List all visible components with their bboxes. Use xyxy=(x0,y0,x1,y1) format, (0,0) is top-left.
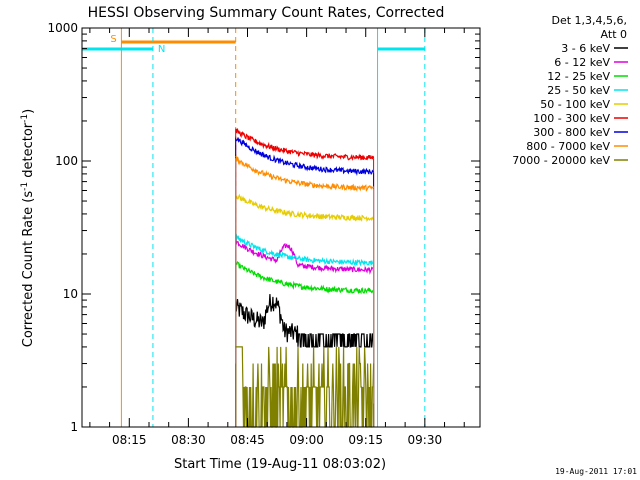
y-axis-label-end: ) xyxy=(21,109,36,114)
series-line-6-12-kev xyxy=(235,240,375,275)
series-line-300-800-kev xyxy=(235,137,374,177)
timestamp: 19-Aug-2011 17:01 xyxy=(555,467,637,476)
observing-markers: SN xyxy=(82,28,426,427)
y-axis-label-sup1: -1 xyxy=(20,182,30,191)
x-tick-label: 09:30 xyxy=(408,433,443,447)
x-tick-label: 08:30 xyxy=(171,433,206,447)
series-line-25-50-kev xyxy=(235,233,375,268)
y-axis-label-main: Corrected Count Rate (s xyxy=(21,191,36,348)
series-line-12-25-kev xyxy=(235,261,375,295)
axis-ticks xyxy=(82,27,480,428)
y-tick-label: 10 xyxy=(63,287,78,301)
plot-frame xyxy=(81,27,481,428)
x-tick-label: 09:15 xyxy=(348,433,383,447)
s-marker-label: S xyxy=(110,34,116,45)
x-tick-label: 08:15 xyxy=(112,433,147,447)
y-tick-label: 1 xyxy=(70,420,78,434)
legend-item-6-12-kev-label: 6 - 12 keV xyxy=(554,56,610,69)
series-line-800-7000-kev xyxy=(235,155,375,192)
x-axis-label: Start Time (19-Aug-11 08:03:02) xyxy=(174,457,386,472)
chart-title: HESSI Observing Summary Count Rates, Cor… xyxy=(88,5,445,21)
x-tick-label: 08:45 xyxy=(230,433,265,447)
legend-item-50-100-kev-label: 50 - 100 keV xyxy=(540,98,610,111)
legend-item-25-50-kev-label: 25 - 50 keV xyxy=(547,84,610,97)
legend-item-7000-20000-kev-label: 7000 - 20000 keV xyxy=(512,154,610,167)
y-axis-label-mid: detector xyxy=(21,122,36,182)
legend-item-800-7000-kev-label: 800 - 7000 keV xyxy=(526,140,610,153)
series-line-50-100-kev xyxy=(235,193,375,223)
y-axis-label: Corrected Count Rate (s-1 detector-1) xyxy=(20,109,36,347)
legend-item-3-6-kev-label: 3 - 6 keV xyxy=(561,42,610,55)
legend-item-100-300-kev-label: 100 - 300 keV xyxy=(533,112,610,125)
legend-header-line2: Att 0 xyxy=(601,28,627,41)
tick-labels: 1 10 100 1000 08:15 08:30 08:45 09:00 09:15 09:30 xyxy=(47,21,442,447)
y-tick-label: 100 xyxy=(55,154,78,168)
n-marker-label: N xyxy=(158,44,165,55)
y-axis-label-sup2: -1 xyxy=(20,114,30,123)
x-tick-label: 09:00 xyxy=(289,433,324,447)
legend-item-300-800-kev-label: 300 - 800 keV xyxy=(533,126,610,139)
legend-header-line1: Det 1,3,4,5,6, xyxy=(551,14,627,27)
legend-item-12-25-kev-label: 12 - 25 keV xyxy=(547,70,610,83)
series-lines xyxy=(235,128,375,428)
series-line-3-6-kev xyxy=(235,294,375,348)
y-tick-label: 1000 xyxy=(47,21,78,35)
series-line-100-300-kev xyxy=(235,128,375,161)
